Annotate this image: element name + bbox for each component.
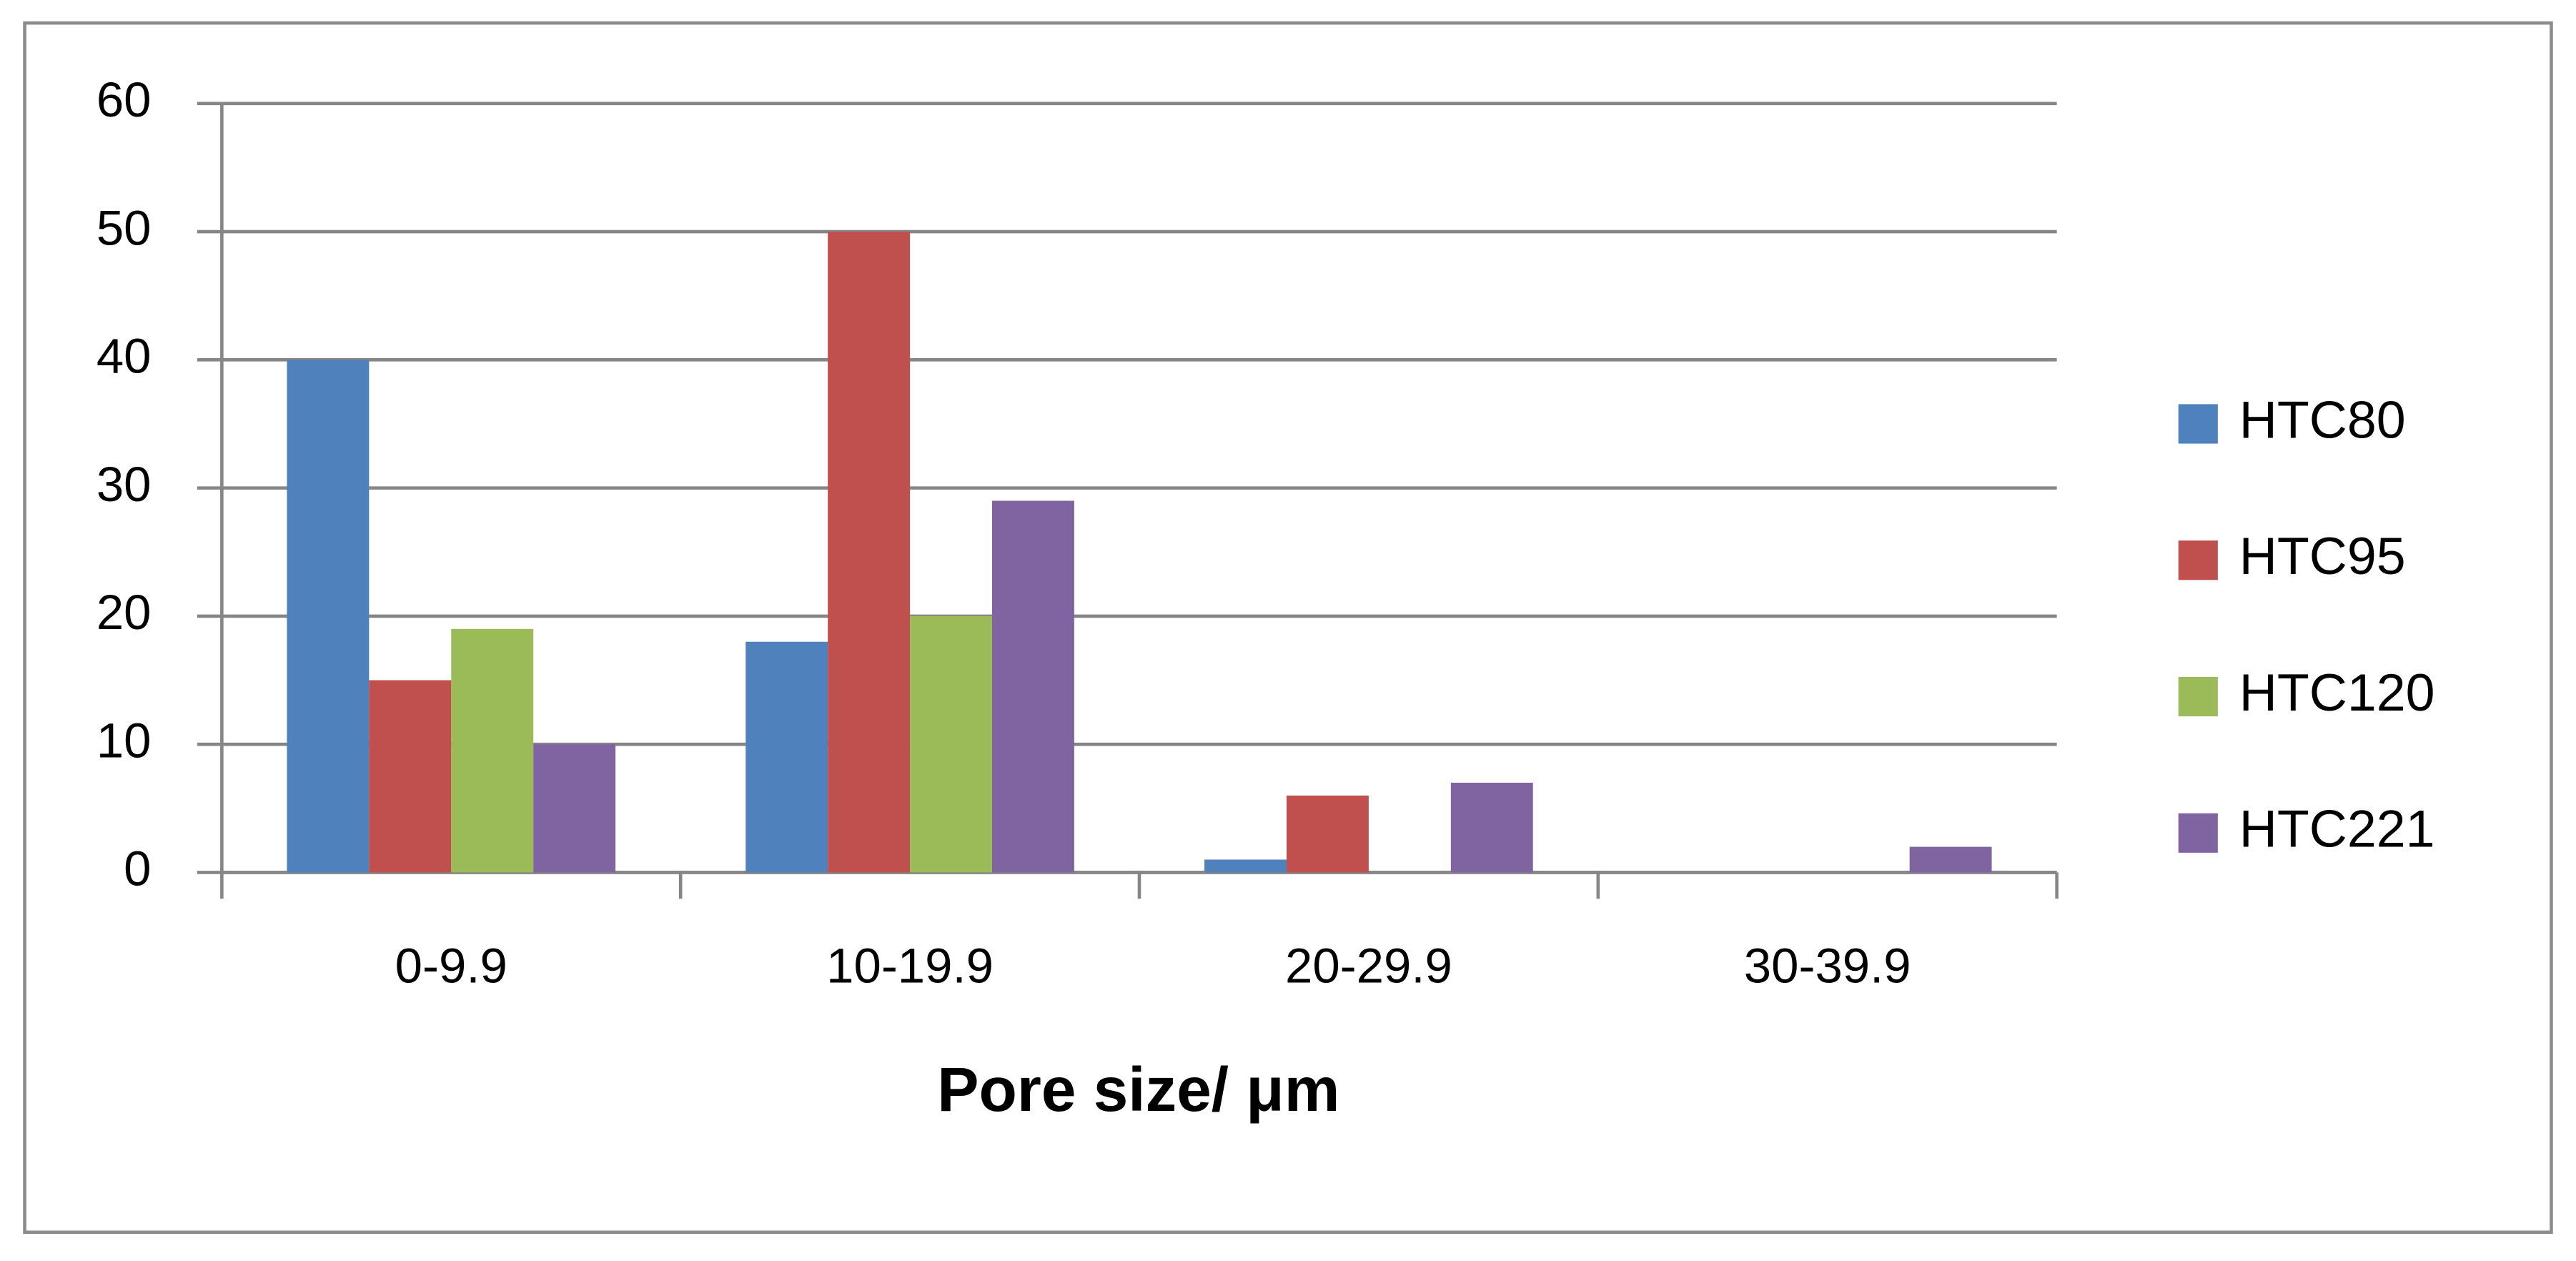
bar [910,615,993,873]
y-tick-label: 20 [96,585,152,640]
x-tick-label: 0-9.9 [395,938,507,993]
bar [1204,859,1287,873]
bar [992,500,1074,873]
legend-label: HTC95 [2239,526,2406,585]
legend-label: HTC221 [2239,799,2435,859]
bar [828,232,911,873]
bar [745,641,828,873]
legend-label: HTC80 [2239,390,2406,449]
chart-border [23,21,2553,1235]
x-tick-label: 10-19.9 [826,938,994,993]
x-tick-label: 20-29.9 [1285,938,1452,993]
bar [533,744,616,873]
x-tick-label: 30-39.9 [1744,938,1911,993]
y-tick-label: 40 [96,329,152,384]
legend-swatch [2178,813,2218,853]
y-tick-label: 0 [124,841,151,896]
x-axis-title: Pore size/ μm [937,1054,1339,1124]
y-tick-label: 30 [96,457,152,512]
legend-label: HTC120 [2239,663,2435,722]
legend-swatch [2178,676,2218,717]
bar [1909,846,1992,873]
bar [451,628,534,873]
legend-swatch [2178,540,2218,580]
bar [1450,782,1533,873]
y-tick-label: 10 [96,713,152,768]
y-tick-label: 60 [96,72,152,127]
legend-swatch [2178,404,2218,444]
bar [369,680,452,873]
y-tick-label: 50 [96,200,152,255]
bar [287,360,370,873]
bar [1286,795,1369,873]
